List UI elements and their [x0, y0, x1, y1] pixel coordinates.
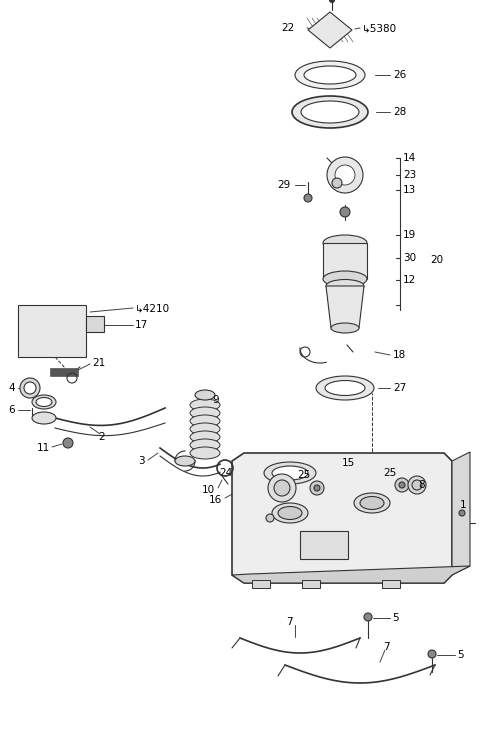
Circle shape [399, 482, 405, 488]
Circle shape [364, 613, 372, 621]
Circle shape [408, 476, 426, 494]
Polygon shape [232, 453, 452, 583]
Text: 3: 3 [138, 456, 145, 466]
Text: 9: 9 [212, 395, 218, 405]
Circle shape [268, 474, 296, 502]
Circle shape [327, 157, 363, 193]
Polygon shape [308, 12, 352, 48]
Circle shape [340, 207, 350, 217]
Circle shape [332, 178, 342, 188]
Text: 19: 19 [403, 230, 416, 240]
Text: 20: 20 [430, 255, 443, 265]
Text: 30: 30 [403, 253, 416, 263]
Ellipse shape [36, 397, 52, 407]
Circle shape [459, 510, 465, 516]
Ellipse shape [304, 66, 356, 84]
Circle shape [428, 650, 436, 658]
Text: 13: 13 [403, 185, 416, 195]
Polygon shape [452, 452, 470, 575]
Text: 10: 10 [202, 485, 215, 495]
Ellipse shape [190, 399, 220, 411]
Text: 16: 16 [209, 495, 222, 505]
Ellipse shape [331, 323, 359, 333]
Ellipse shape [301, 101, 359, 123]
Text: 4: 4 [8, 383, 15, 393]
Text: 21: 21 [92, 358, 105, 368]
Ellipse shape [175, 456, 195, 466]
Ellipse shape [272, 466, 308, 480]
Text: 26: 26 [393, 70, 406, 80]
Bar [86, 316, 104, 332]
Bar [18, 305, 86, 357]
Ellipse shape [323, 235, 367, 251]
Bar [382, 580, 400, 588]
Ellipse shape [190, 423, 220, 435]
Circle shape [335, 165, 355, 185]
Text: 27: 27 [393, 383, 406, 393]
Ellipse shape [326, 279, 364, 292]
Text: 2: 2 [98, 432, 105, 442]
Circle shape [266, 514, 274, 522]
Ellipse shape [32, 412, 56, 424]
Ellipse shape [190, 439, 220, 451]
Text: 11: 11 [37, 443, 50, 453]
Ellipse shape [190, 447, 220, 459]
Ellipse shape [292, 96, 368, 128]
Ellipse shape [323, 271, 367, 287]
Polygon shape [232, 566, 470, 583]
Text: 25: 25 [384, 468, 397, 478]
Text: 17: 17 [135, 320, 148, 330]
Text: 18: 18 [393, 350, 406, 360]
Ellipse shape [354, 493, 390, 513]
Text: ↳5380: ↳5380 [362, 23, 397, 33]
Text: 25: 25 [297, 470, 310, 480]
Circle shape [329, 0, 335, 2]
Circle shape [310, 481, 324, 495]
Polygon shape [326, 286, 364, 328]
Ellipse shape [316, 376, 374, 400]
Text: 5: 5 [457, 650, 464, 660]
Ellipse shape [360, 496, 384, 510]
Ellipse shape [264, 462, 316, 484]
Text: 7: 7 [287, 617, 293, 627]
Text: 12: 12 [403, 275, 416, 285]
Ellipse shape [278, 507, 302, 520]
Text: 22: 22 [282, 23, 295, 33]
Circle shape [304, 194, 312, 202]
Text: 5: 5 [392, 613, 398, 623]
Bar [300, 531, 348, 559]
Circle shape [395, 478, 409, 492]
Ellipse shape [190, 415, 220, 427]
Circle shape [20, 378, 40, 398]
Text: 14: 14 [403, 153, 416, 163]
Ellipse shape [32, 395, 56, 409]
Ellipse shape [190, 431, 220, 443]
Bar [323, 243, 367, 279]
Bar [50, 368, 78, 376]
Circle shape [314, 485, 320, 491]
Text: 1: 1 [460, 500, 467, 510]
Text: 28: 28 [393, 107, 406, 117]
Circle shape [63, 438, 73, 448]
Text: 6: 6 [8, 405, 15, 415]
Text: ↳4210: ↳4210 [135, 303, 170, 313]
Ellipse shape [272, 503, 308, 523]
Ellipse shape [190, 407, 220, 419]
Circle shape [274, 480, 290, 496]
Ellipse shape [295, 61, 365, 89]
Circle shape [412, 480, 422, 490]
Bar [252, 580, 270, 588]
Text: 15: 15 [342, 458, 355, 468]
Text: 8: 8 [418, 480, 425, 490]
Ellipse shape [195, 390, 215, 400]
Ellipse shape [325, 381, 365, 396]
Circle shape [24, 382, 36, 394]
Text: 24: 24 [219, 468, 232, 478]
Text: 23: 23 [403, 170, 416, 180]
Bar [302, 580, 320, 588]
Text: 7: 7 [383, 642, 390, 652]
Text: 29: 29 [277, 180, 290, 190]
